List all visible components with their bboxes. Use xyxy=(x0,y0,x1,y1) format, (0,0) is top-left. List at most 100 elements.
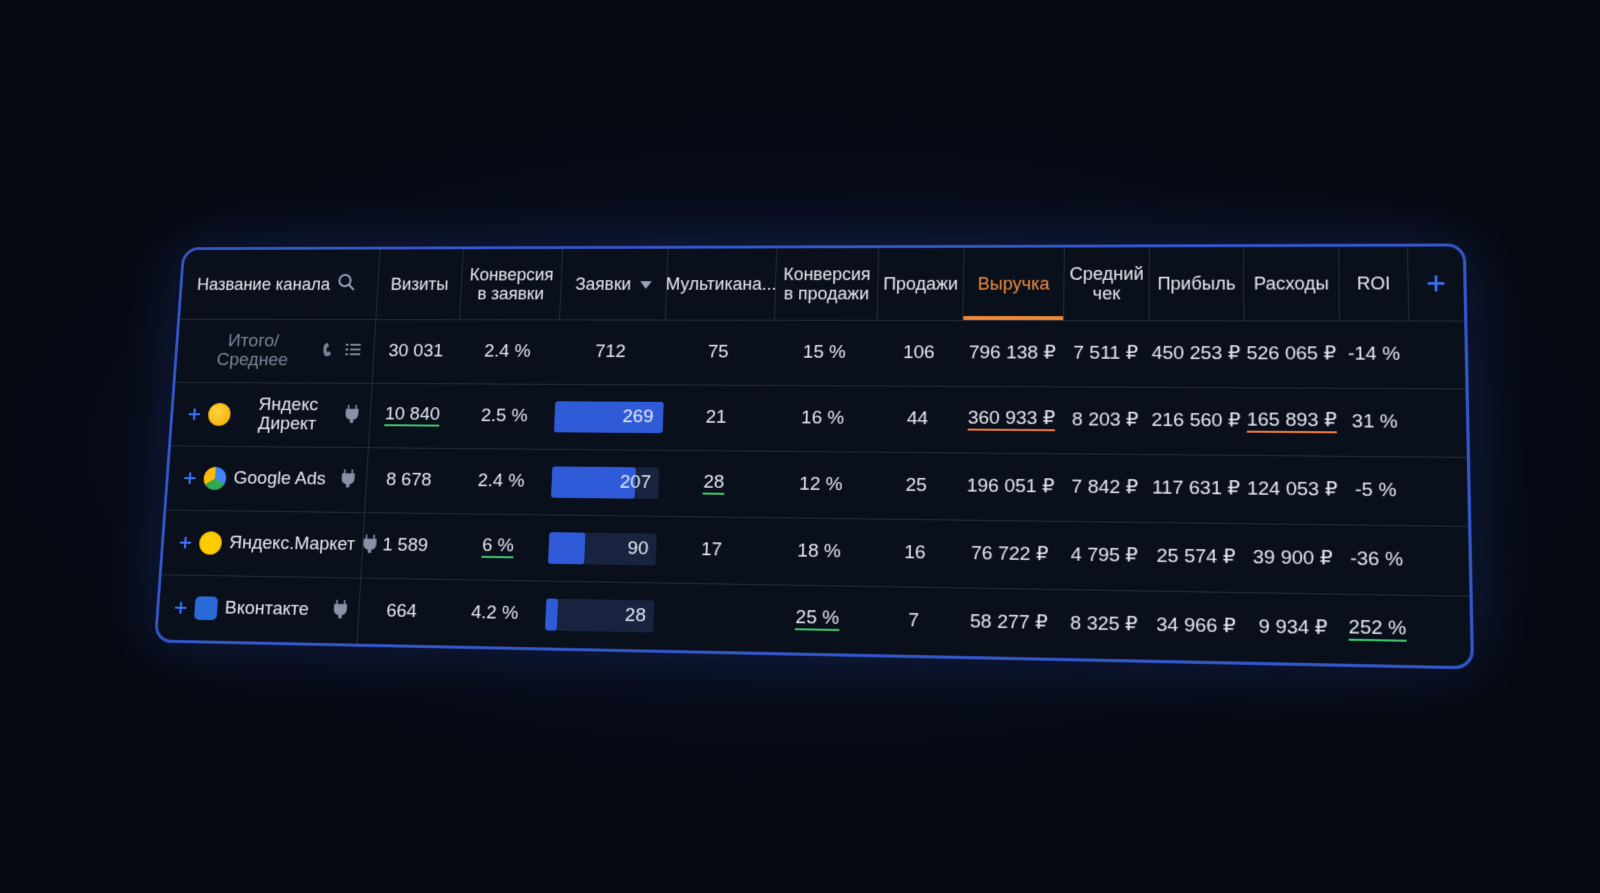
header-text: Продажи xyxy=(883,274,959,294)
cell-text: 7 842 ₽ xyxy=(1071,476,1139,499)
data-cell: 15 % xyxy=(772,321,877,386)
data-cell: -5 % xyxy=(1340,457,1411,525)
data-cell: 28 xyxy=(658,451,771,517)
channel-row[interactable]: Вконтакте 664 4.2 % 28 25 % 7 58 277 ₽ 8 325 ₽ 3… xyxy=(156,575,1471,666)
cell-text: 7 xyxy=(907,609,920,632)
header-cell[interactable]: Расходы xyxy=(1243,246,1339,321)
data-cell: 7 842 ₽ xyxy=(1061,454,1148,522)
cell-text: 360 933 ₽ xyxy=(967,407,1056,432)
requests-bar xyxy=(547,532,586,565)
data-cell: 34 966 ₽ xyxy=(1148,592,1245,662)
data-cell: 28 xyxy=(544,582,655,650)
spacer xyxy=(1411,526,1469,595)
cell-text: 76 722 ₽ xyxy=(970,542,1049,566)
cell-text: -5 % xyxy=(1354,479,1397,502)
cell-text: 269 xyxy=(622,406,654,428)
data-cell: 16 % xyxy=(770,386,875,452)
cell-text: 796 138 ₽ xyxy=(968,342,1056,364)
cell-text: 16 % xyxy=(800,407,845,429)
cell-text: 4.2 % xyxy=(470,602,519,624)
channel-table: Название канала Визиты Конверсия в заявки З… xyxy=(153,243,1475,670)
data-cell xyxy=(652,583,766,652)
data-cell: -14 % xyxy=(1339,321,1409,388)
cell-text: 18 % xyxy=(797,540,842,563)
total-icons xyxy=(320,339,363,363)
cell-text: 30 031 xyxy=(387,341,444,362)
cell-text: -36 % xyxy=(1349,548,1404,571)
channel-name: Итого/Среднее xyxy=(175,319,377,383)
add-column[interactable] xyxy=(1407,246,1465,321)
expand-button[interactable] xyxy=(178,533,192,553)
plug-icon xyxy=(341,468,356,492)
header-cell[interactable]: Выручка xyxy=(962,247,1064,321)
header-text: Конверсия в заявки xyxy=(469,265,555,304)
data-cell: 21 xyxy=(660,385,772,450)
cell-text: 25 % xyxy=(795,607,839,632)
requests-bar-track: 269 xyxy=(553,401,664,434)
cell-text: 21 xyxy=(705,407,727,428)
header-cell[interactable]: Название канала xyxy=(180,249,381,320)
data-cell: 796 138 ₽ xyxy=(961,321,1063,386)
channel-name: Google Ads xyxy=(166,446,369,513)
header-cell[interactable]: Продажи xyxy=(876,247,964,320)
cell-text: 16 xyxy=(903,542,926,564)
channel-name: Яндекс Директ xyxy=(170,382,373,448)
cell-text: 216 560 ₽ xyxy=(1151,409,1241,432)
channel-label: Вконтакте xyxy=(224,597,310,620)
expand-button[interactable] xyxy=(183,469,197,488)
cell-text: 12 % xyxy=(798,473,843,496)
data-cell: 252 % xyxy=(1342,595,1414,665)
spacer xyxy=(1408,322,1465,389)
requests-bar-track: 90 xyxy=(547,532,657,566)
header-cell[interactable]: ROI xyxy=(1338,246,1409,321)
header-text: Прибыль xyxy=(1157,273,1236,294)
header-cell[interactable]: Средний чек xyxy=(1063,247,1149,321)
data-cell: 7 xyxy=(869,587,958,656)
cell-text: 7 511 ₽ xyxy=(1073,342,1139,364)
header-cell[interactable]: Мультикана... xyxy=(664,248,777,320)
cell-text: 28 xyxy=(702,471,725,495)
header-cell[interactable]: Конверсия в продажи xyxy=(774,248,879,320)
spacer xyxy=(1409,389,1467,457)
requests-bar-track: 28 xyxy=(544,598,655,633)
header-text: Конверсия в продажи xyxy=(783,264,871,304)
data-cell: 17 xyxy=(655,517,768,584)
data-cell: 18 % xyxy=(766,518,872,586)
cell-text: 44 xyxy=(906,408,929,430)
search-icon[interactable] xyxy=(337,273,357,296)
cell-text: 17 xyxy=(700,539,723,561)
header-text: Выручка xyxy=(977,273,1050,294)
header-text: ROI xyxy=(1356,273,1391,294)
data-cell: -36 % xyxy=(1341,525,1412,594)
data-cell: 2.4 % xyxy=(456,320,559,384)
cell-text: 4 795 ₽ xyxy=(1070,544,1139,567)
total-row: Итого/Среднее 30 031 2.4 % 712 75 15 % 106 796 … xyxy=(175,319,1466,390)
spacer xyxy=(1412,596,1470,666)
cell-text: 6 % xyxy=(481,535,515,559)
channel-icon xyxy=(198,531,223,555)
cell-text: 117 631 ₽ xyxy=(1151,477,1241,500)
expand-button[interactable] xyxy=(174,598,188,618)
header-cell[interactable]: Визиты xyxy=(376,249,462,319)
channel-icon xyxy=(203,466,227,491)
header-cell[interactable]: Прибыль xyxy=(1148,247,1244,321)
data-cell: 16 xyxy=(871,519,959,587)
channel-row[interactable]: Яндекс Директ 10 840 2.5 % 269 21 16 % 44 360 9… xyxy=(170,382,1467,458)
data-cell: 25 xyxy=(872,453,960,520)
table-wrap: Название канала Визиты Конверсия в заявки З… xyxy=(153,243,1475,670)
header-text: Средний чек xyxy=(1069,264,1144,304)
data-cell: 58 277 ₽ xyxy=(957,588,1061,658)
channel-row[interactable]: Яндекс.Маркет 1 589 6 % 90 17 18 % 16 76 722 ₽ 4… xyxy=(161,510,1470,597)
cell-text: 15 % xyxy=(802,342,847,363)
data-cell: 25 574 ₽ xyxy=(1148,523,1244,592)
requests-bar-track: 207 xyxy=(550,466,660,499)
header-cell[interactable]: Конверсия в заявки xyxy=(459,248,563,320)
data-cell: 8 203 ₽ xyxy=(1062,387,1149,454)
header-cell[interactable]: Заявки xyxy=(558,248,668,320)
channel-label: Итого/Среднее xyxy=(215,331,289,371)
cell-text: -14 % xyxy=(1347,343,1401,365)
expand-button[interactable] xyxy=(187,405,201,424)
data-cell: 4.2 % xyxy=(442,580,547,648)
cell-text: 664 xyxy=(385,600,418,622)
